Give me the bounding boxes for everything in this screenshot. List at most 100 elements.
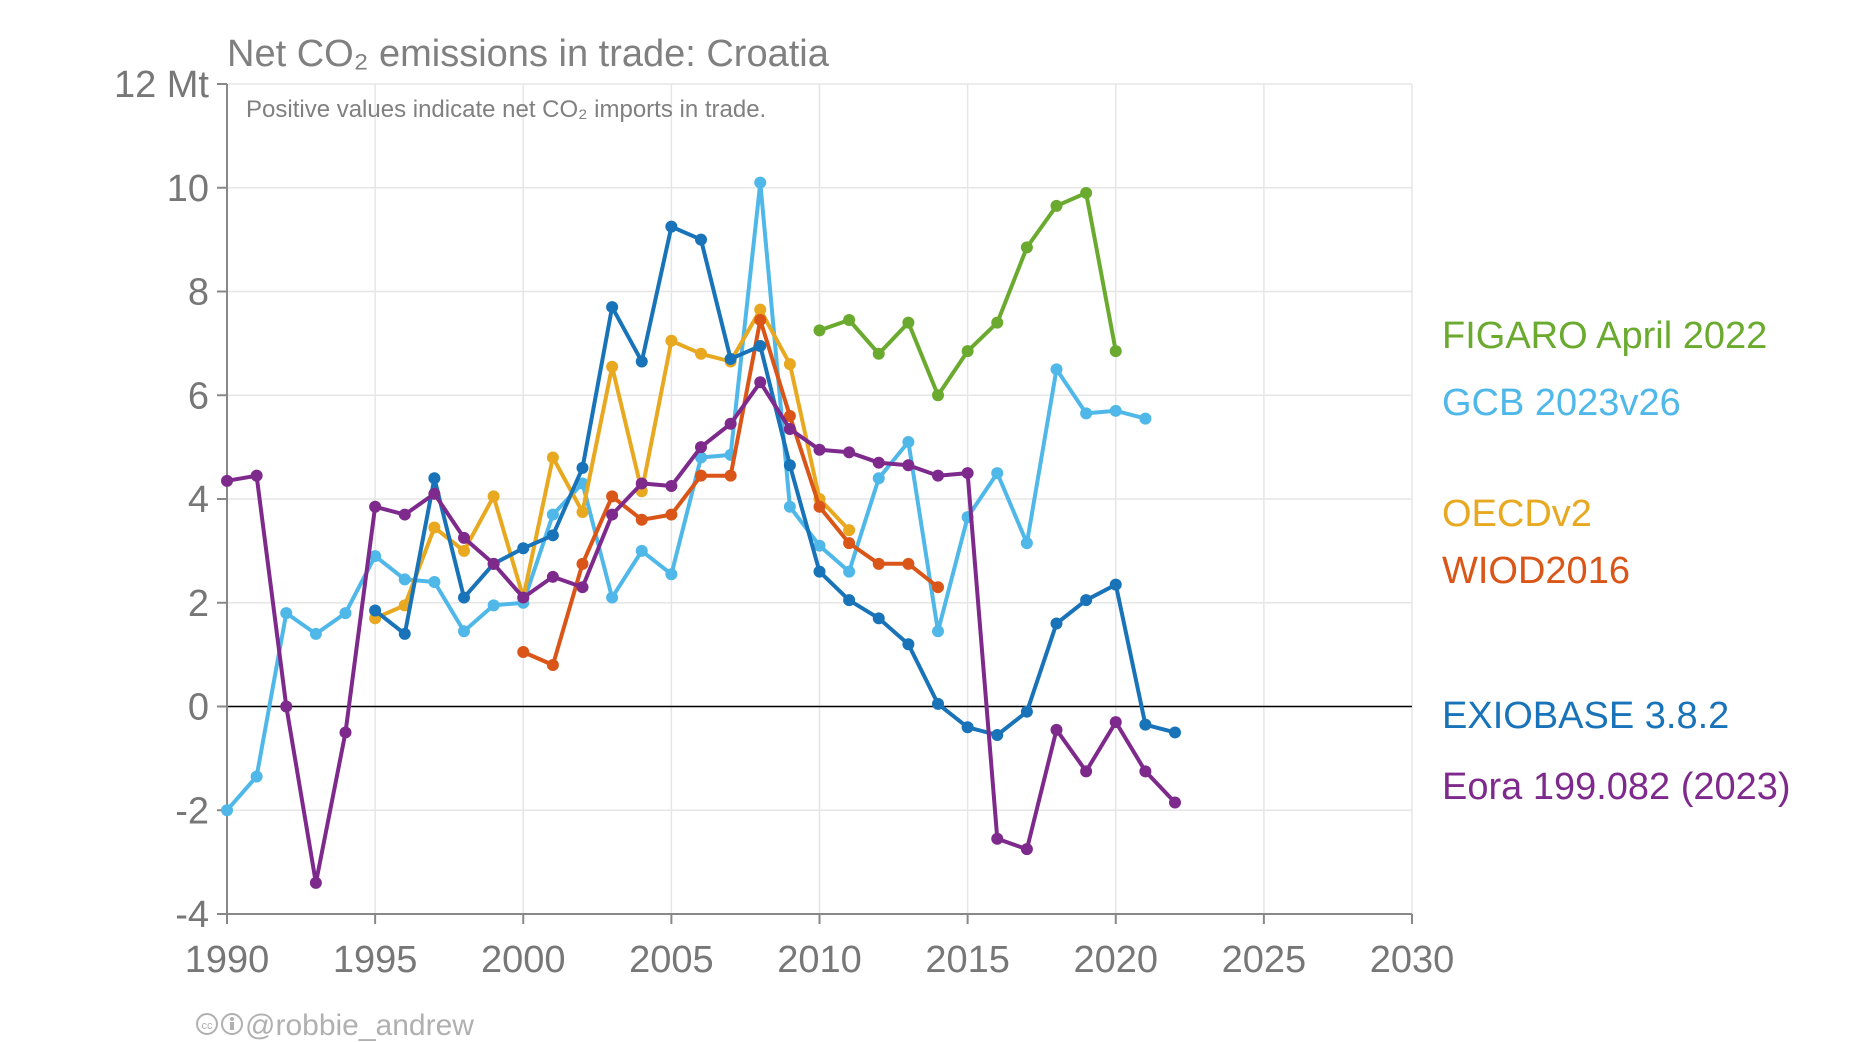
data-point — [1109, 345, 1122, 358]
data-point — [1020, 241, 1033, 254]
data-point — [1139, 718, 1152, 731]
data-point — [221, 474, 233, 487]
data-point — [309, 876, 322, 889]
y-tick-label: 12 Mt — [114, 64, 209, 106]
data-point — [1050, 363, 1063, 376]
data-point — [695, 233, 707, 246]
y-tick-label: 6 — [188, 375, 209, 417]
data-point — [724, 469, 737, 482]
data-point — [576, 461, 589, 474]
data-point — [635, 477, 648, 490]
chart-title: Net CO₂ emissions in trade: Croatia — [227, 33, 830, 75]
data-point — [428, 472, 441, 485]
data-point — [546, 529, 559, 542]
data-point — [606, 301, 619, 314]
data-point — [843, 446, 856, 459]
data-point — [1169, 726, 1181, 739]
data-point — [961, 721, 974, 734]
data-point — [813, 539, 826, 552]
series-group — [221, 176, 1181, 889]
data-point — [458, 625, 470, 638]
cc-icon: cc — [196, 1013, 218, 1035]
data-point — [872, 612, 885, 625]
series-3 — [369, 303, 856, 625]
data-point — [665, 508, 678, 521]
data-point — [398, 573, 411, 586]
data-point — [902, 316, 915, 329]
data-point — [754, 339, 767, 352]
data-point — [339, 726, 352, 739]
data-point — [1050, 199, 1063, 212]
data-point — [576, 477, 589, 490]
data-point — [428, 521, 441, 534]
data-point — [991, 729, 1004, 742]
legend: FIGARO April 2022 GCB 2023v26 OECDv2 WIOD20… — [1442, 315, 1791, 808]
data-point — [1080, 765, 1093, 778]
data-point — [250, 469, 263, 482]
x-tick-label: 1990 — [185, 939, 270, 981]
x-tick-label: 1995 — [333, 939, 418, 981]
series-6 — [221, 376, 1181, 889]
data-point — [1050, 617, 1063, 630]
tick-labels: -4 -2 0 2 4 6 8 10 12 Mt 1990 1995 2000 2005 2010 2015… — [114, 64, 1454, 981]
svg-text:cc: cc — [202, 1020, 214, 1032]
data-point — [458, 591, 470, 604]
data-point — [902, 557, 915, 570]
legend-entry: FIGARO April 2022 — [1442, 315, 1767, 357]
data-point — [280, 700, 293, 713]
data-point — [1169, 796, 1181, 809]
data-point — [458, 544, 470, 557]
data-point — [576, 581, 589, 594]
data-point — [1109, 578, 1122, 591]
legend-entry: Eora 199.082 (2023) — [1442, 766, 1791, 808]
data-point — [606, 360, 619, 373]
data-point — [991, 832, 1004, 845]
data-point — [902, 435, 915, 448]
data-point — [1109, 404, 1122, 417]
data-point — [546, 570, 559, 583]
x-tick-label: 2000 — [481, 939, 566, 981]
data-point — [576, 557, 589, 570]
data-point — [932, 581, 944, 594]
x-tick-label: 2020 — [1073, 939, 1158, 981]
data-point — [369, 604, 382, 617]
data-point — [695, 347, 707, 360]
data-point — [1109, 716, 1122, 729]
y-tick-label: 8 — [188, 272, 209, 314]
data-point — [695, 441, 707, 454]
y-tick-label: -2 — [175, 790, 209, 832]
data-point — [843, 537, 856, 550]
data-point — [932, 697, 944, 710]
data-point — [665, 334, 678, 347]
data-point — [932, 469, 944, 482]
data-point — [872, 557, 885, 570]
data-point — [546, 659, 559, 671]
data-point — [487, 490, 500, 503]
data-point — [783, 410, 796, 422]
series-4 — [517, 314, 944, 671]
chart-subtitle: Positive values indicate net CO₂ imports… — [246, 96, 766, 123]
data-point — [517, 542, 530, 555]
data-point — [458, 531, 470, 544]
data-point — [991, 316, 1004, 329]
data-point — [813, 324, 826, 337]
data-point — [872, 472, 885, 485]
data-point — [428, 487, 441, 500]
data-point — [606, 591, 619, 604]
data-point — [843, 524, 856, 537]
data-point — [1139, 412, 1152, 425]
data-point — [902, 638, 915, 651]
data-point — [1080, 186, 1093, 199]
x-tick-label: 2025 — [1222, 939, 1307, 981]
data-point — [754, 176, 767, 189]
data-point — [398, 508, 411, 521]
data-point — [813, 500, 826, 513]
data-point — [724, 352, 737, 365]
data-point — [635, 355, 648, 368]
data-point — [1020, 705, 1033, 718]
data-point — [487, 557, 500, 570]
data-point — [665, 568, 678, 581]
y-tick-label: 0 — [188, 687, 209, 729]
data-point — [1139, 765, 1152, 778]
